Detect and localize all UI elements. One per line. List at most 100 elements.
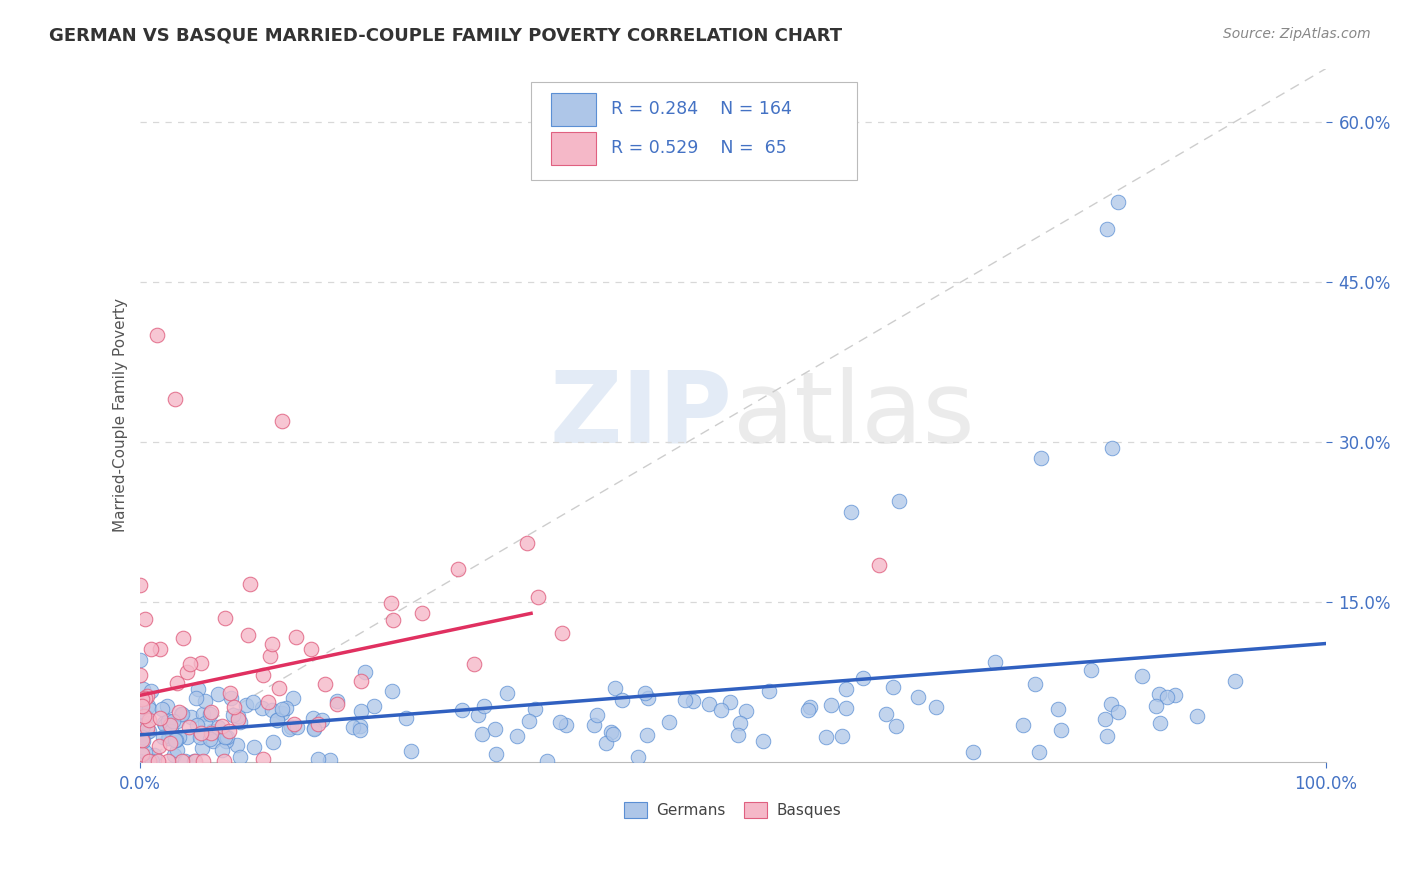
- Point: [138, 755, 160, 769]
- Point: [658, 714, 681, 729]
- Point: [835, 701, 858, 715]
- Point: [1028, 745, 1050, 759]
- Point: [229, 714, 252, 729]
- Point: [128, 754, 150, 768]
- Point: [269, 681, 291, 695]
- Point: [262, 735, 284, 749]
- Point: [350, 673, 373, 688]
- Point: [162, 714, 184, 729]
- Point: [132, 681, 155, 696]
- Point: [250, 701, 273, 715]
- Point: [183, 755, 205, 769]
- Text: R = 0.284    N = 164: R = 0.284 N = 164: [610, 101, 792, 119]
- Point: [190, 731, 212, 745]
- Point: [283, 716, 305, 731]
- Point: [129, 712, 152, 726]
- Point: [239, 576, 262, 591]
- Point: [236, 628, 259, 642]
- Point: [735, 704, 758, 718]
- Point: [131, 730, 153, 744]
- Point: [285, 720, 308, 734]
- Point: [627, 750, 650, 764]
- Point: [202, 733, 225, 747]
- Point: [165, 732, 187, 747]
- Point: [129, 653, 152, 667]
- Point: [399, 744, 422, 758]
- Point: [212, 755, 235, 769]
- Point: [381, 684, 404, 698]
- Point: [820, 698, 842, 712]
- Point: [228, 750, 250, 764]
- Point: [222, 707, 245, 722]
- Point: [527, 590, 550, 604]
- Point: [160, 724, 183, 739]
- Point: [136, 721, 159, 735]
- Point: [235, 698, 257, 712]
- Point: [159, 718, 181, 732]
- Point: [682, 693, 704, 707]
- Point: [1147, 687, 1170, 701]
- Point: [472, 698, 495, 713]
- Point: [353, 665, 375, 680]
- Point: [172, 631, 194, 645]
- Point: [166, 743, 188, 757]
- Point: [463, 657, 485, 671]
- Point: [1024, 677, 1046, 691]
- Point: [200, 706, 222, 720]
- Point: [752, 734, 775, 748]
- Point: [314, 677, 336, 691]
- Point: [149, 711, 172, 725]
- Point: [636, 728, 658, 742]
- Point: [1011, 718, 1033, 732]
- Point: [1144, 699, 1167, 714]
- Point: [1223, 674, 1246, 689]
- Point: [157, 714, 180, 728]
- Point: [165, 392, 187, 407]
- Text: ZIP: ZIP: [550, 367, 733, 464]
- Point: [1095, 729, 1118, 743]
- Point: [169, 730, 191, 744]
- Point: [907, 690, 929, 704]
- Point: [180, 710, 202, 724]
- Point: [797, 703, 820, 717]
- Point: [201, 723, 224, 738]
- Text: R = 0.529    N =  65: R = 0.529 N = 65: [610, 139, 786, 157]
- Point: [191, 741, 214, 756]
- Point: [1094, 712, 1116, 726]
- Point: [467, 708, 489, 723]
- Point: [411, 606, 433, 620]
- Point: [131, 699, 153, 714]
- Point: [215, 734, 238, 748]
- Point: [214, 730, 236, 744]
- Point: [135, 710, 157, 724]
- Point: [219, 686, 242, 700]
- Point: [186, 718, 208, 732]
- Y-axis label: Married-Couple Family Poverty: Married-Couple Family Poverty: [114, 299, 128, 533]
- Point: [191, 706, 214, 721]
- Point: [191, 755, 214, 769]
- Point: [319, 753, 342, 767]
- Point: [257, 695, 280, 709]
- Point: [266, 713, 288, 727]
- Point: [523, 702, 546, 716]
- Point: [1050, 723, 1073, 737]
- Point: [1095, 221, 1118, 235]
- Point: [211, 743, 233, 757]
- Point: [166, 675, 188, 690]
- Point: [243, 739, 266, 754]
- Point: [1130, 669, 1153, 683]
- Point: [136, 689, 159, 703]
- Point: [1164, 689, 1187, 703]
- Point: [852, 671, 875, 685]
- Point: [138, 713, 160, 727]
- Point: [131, 719, 153, 733]
- Point: [211, 719, 233, 733]
- Point: [146, 328, 169, 343]
- Point: [207, 720, 229, 734]
- Point: [219, 690, 242, 705]
- Point: [349, 719, 371, 733]
- Point: [277, 722, 299, 736]
- Point: [710, 703, 733, 717]
- Point: [214, 611, 236, 625]
- Point: [134, 691, 156, 706]
